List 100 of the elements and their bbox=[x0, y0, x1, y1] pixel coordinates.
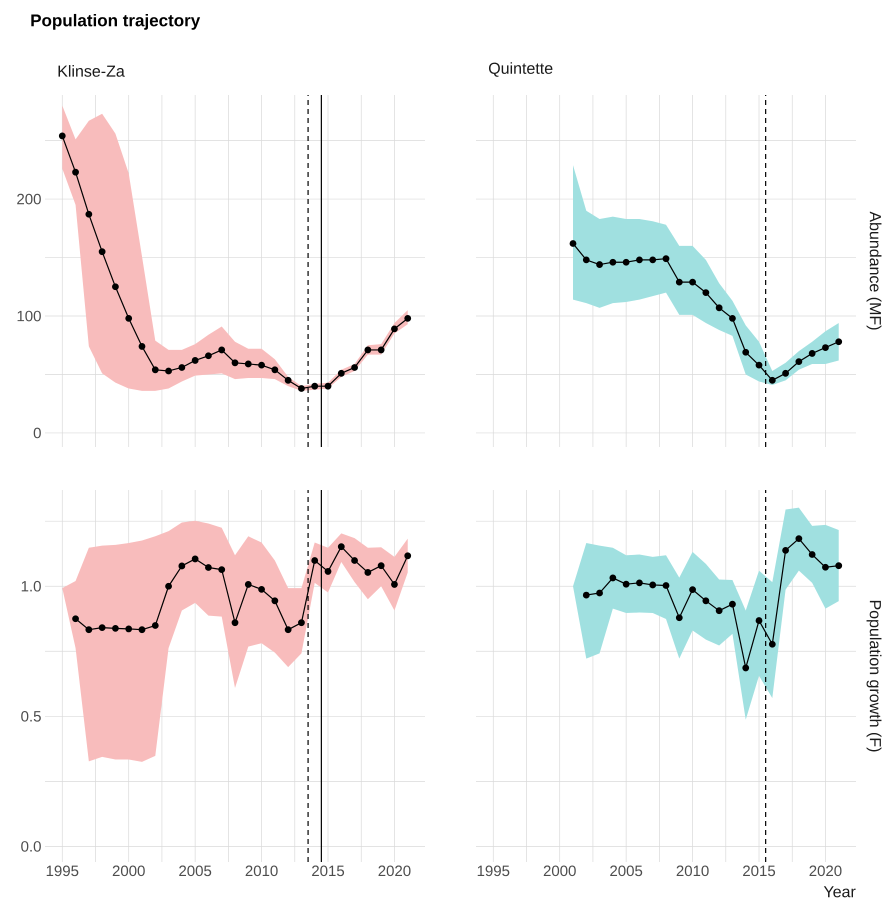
point bbox=[364, 569, 372, 576]
point bbox=[351, 557, 358, 564]
point bbox=[271, 366, 278, 374]
point bbox=[218, 346, 226, 354]
y-tick-label: 0.5 bbox=[21, 711, 41, 722]
point bbox=[768, 376, 776, 384]
point bbox=[756, 617, 762, 624]
chart-title: Quintette bbox=[488, 62, 552, 77]
chart-subtitle: Klinse-Za bbox=[58, 65, 125, 77]
point bbox=[822, 564, 829, 571]
point bbox=[311, 382, 318, 390]
point bbox=[178, 562, 186, 570]
point bbox=[649, 256, 656, 264]
point bbox=[808, 551, 816, 558]
point bbox=[596, 261, 603, 268]
point bbox=[756, 362, 762, 369]
point bbox=[258, 586, 265, 593]
point bbox=[676, 278, 683, 286]
point bbox=[582, 592, 590, 598]
point bbox=[768, 640, 776, 648]
x-tick-label: 1995 bbox=[46, 866, 78, 876]
point bbox=[835, 338, 842, 346]
x-tick-label: 2020 bbox=[378, 866, 411, 876]
point bbox=[98, 248, 106, 256]
point bbox=[324, 568, 332, 575]
point bbox=[391, 581, 398, 588]
point bbox=[742, 348, 750, 356]
point bbox=[165, 582, 172, 590]
point bbox=[822, 344, 829, 351]
point bbox=[338, 370, 345, 377]
point bbox=[622, 580, 630, 588]
point bbox=[378, 346, 385, 354]
point bbox=[742, 664, 750, 672]
point bbox=[271, 597, 278, 604]
point bbox=[72, 615, 79, 622]
point bbox=[582, 256, 590, 264]
point bbox=[795, 535, 802, 542]
point bbox=[138, 343, 146, 350]
point bbox=[98, 624, 106, 632]
x-tick-label: 2010 bbox=[246, 866, 278, 876]
point bbox=[218, 566, 226, 573]
point bbox=[378, 562, 385, 570]
point bbox=[112, 624, 119, 632]
point bbox=[192, 357, 199, 364]
point bbox=[609, 574, 616, 582]
point bbox=[808, 350, 816, 357]
point bbox=[324, 382, 332, 390]
x-tick-label: 2000 bbox=[112, 866, 145, 876]
x-tick-label: 2010 bbox=[676, 866, 709, 876]
point bbox=[205, 352, 212, 360]
x-tick-label: 1995 bbox=[478, 866, 510, 876]
chart-title: Population trajectory bbox=[31, 14, 200, 30]
point bbox=[232, 619, 238, 626]
point bbox=[152, 366, 159, 374]
x-tick-label: 2000 bbox=[544, 866, 576, 876]
point bbox=[689, 586, 696, 594]
y-tick-label: 1.0 bbox=[22, 580, 41, 592]
point bbox=[152, 622, 159, 629]
y-tick-label: 0.0 bbox=[21, 841, 41, 852]
point bbox=[570, 240, 576, 247]
point bbox=[782, 546, 789, 554]
point bbox=[138, 626, 146, 634]
point bbox=[244, 581, 252, 588]
point bbox=[835, 562, 842, 570]
point bbox=[112, 283, 119, 290]
point bbox=[178, 364, 186, 371]
point bbox=[125, 626, 132, 632]
point bbox=[609, 258, 616, 266]
point bbox=[729, 600, 736, 608]
point bbox=[284, 376, 292, 384]
point bbox=[192, 556, 199, 562]
y-tick-label: 200 bbox=[17, 194, 41, 204]
x-tick-label: 2020 bbox=[810, 866, 842, 876]
point bbox=[165, 368, 172, 374]
point bbox=[795, 358, 802, 366]
point bbox=[702, 597, 710, 604]
point bbox=[244, 360, 252, 368]
x-tick-label: 2015 bbox=[743, 866, 776, 876]
point bbox=[364, 346, 372, 354]
point bbox=[716, 304, 723, 312]
point bbox=[205, 564, 212, 571]
point bbox=[662, 582, 670, 589]
y-tick-label: 0 bbox=[34, 428, 41, 438]
point bbox=[622, 258, 630, 266]
x-tick-label: 2005 bbox=[610, 866, 642, 876]
point bbox=[649, 582, 656, 588]
point bbox=[258, 362, 265, 369]
x-axis-title: Year bbox=[824, 886, 856, 898]
point bbox=[782, 370, 789, 377]
point bbox=[689, 278, 696, 286]
point bbox=[125, 314, 132, 322]
point bbox=[636, 256, 643, 264]
point bbox=[338, 543, 345, 550]
point bbox=[676, 614, 683, 622]
point bbox=[351, 364, 358, 371]
y-tick-label: 100 bbox=[18, 310, 41, 322]
point bbox=[404, 314, 412, 322]
point bbox=[85, 626, 92, 634]
x-tick-label: 2015 bbox=[312, 866, 344, 876]
point bbox=[391, 325, 398, 332]
